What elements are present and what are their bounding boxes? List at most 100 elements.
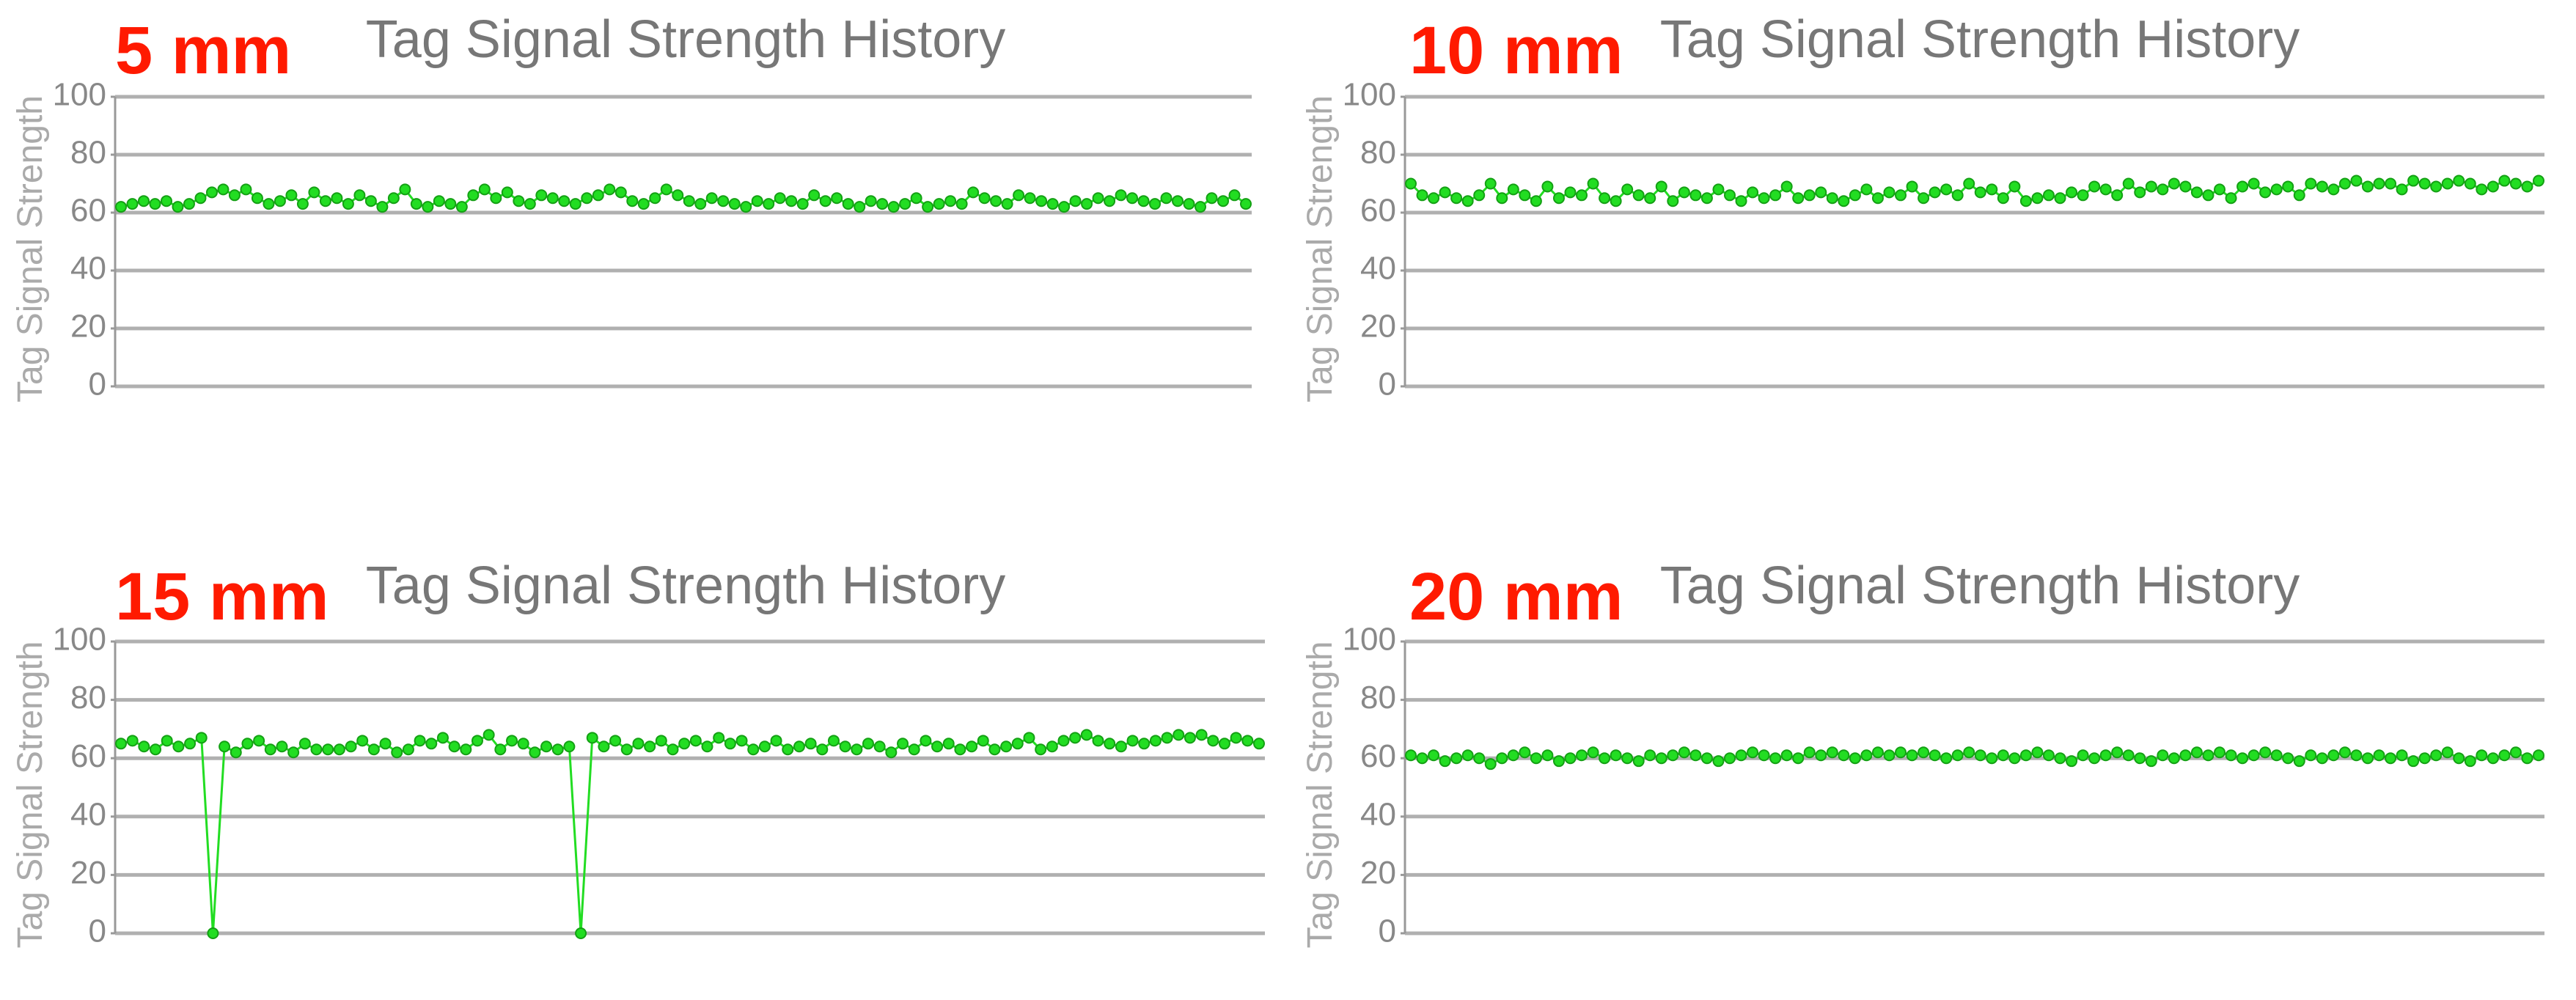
data-point	[2498, 749, 2511, 762]
data-point	[1587, 177, 1599, 190]
data-point	[287, 746, 300, 759]
data-point	[460, 743, 472, 756]
data-point	[2453, 752, 2465, 765]
data-point	[448, 740, 460, 753]
y-tick-label: 0	[89, 913, 106, 949]
data-point	[2008, 752, 2021, 765]
data-point	[2441, 746, 2454, 759]
data-point	[1183, 198, 1195, 210]
data-point	[747, 743, 760, 756]
data-point	[2066, 186, 2078, 199]
data-point	[1621, 183, 1634, 196]
data-point	[2088, 180, 2101, 193]
data-point	[172, 740, 185, 753]
data-point	[2270, 749, 2283, 762]
data-point	[899, 198, 911, 210]
data-point	[1080, 729, 1093, 741]
data-point	[609, 735, 622, 747]
data-point	[2293, 189, 2305, 202]
data-point	[535, 189, 548, 202]
data-point	[2464, 755, 2476, 768]
y-tick-label: 60	[70, 193, 106, 229]
data-point	[620, 743, 633, 756]
data-point	[264, 743, 276, 756]
data-point	[1780, 749, 1793, 762]
data-point	[1815, 749, 1827, 762]
data-point	[575, 927, 587, 939]
data-point	[436, 732, 449, 744]
data-point	[2099, 183, 2112, 196]
data-point	[1997, 192, 2009, 205]
data-point	[2407, 174, 2420, 187]
data-point	[1439, 186, 1451, 199]
data-point	[701, 740, 713, 753]
data-point	[649, 192, 661, 205]
data-point	[2122, 749, 2135, 762]
data-point	[2099, 749, 2112, 762]
y-tick-label: 80	[1360, 680, 1396, 716]
data-point	[230, 746, 242, 759]
data-point	[387, 192, 400, 205]
data-point	[1046, 740, 1058, 753]
data-point	[2157, 183, 2169, 196]
data-point	[1655, 752, 1667, 765]
data-point	[955, 198, 968, 210]
data-point	[1228, 189, 1241, 202]
data-point	[1780, 180, 1793, 193]
data-point	[1011, 738, 1024, 750]
data-point	[2008, 180, 2021, 193]
data-point	[2521, 752, 2533, 765]
data-point	[126, 735, 139, 747]
y-axis-label: Tag Signal Strength	[11, 641, 50, 949]
y-tick-label: 100	[1343, 622, 1396, 658]
y-tick-label: 40	[70, 796, 106, 832]
data-point	[455, 201, 468, 213]
series-line	[1409, 179, 2539, 203]
data-point	[910, 192, 922, 205]
data-point	[1461, 749, 1474, 762]
data-point	[1184, 732, 1196, 744]
data-point	[1849, 189, 1861, 202]
data-point	[988, 743, 1001, 756]
data-point	[713, 732, 725, 744]
data-point	[1484, 177, 1497, 190]
data-point	[2225, 749, 2237, 762]
data-point	[410, 198, 422, 210]
data-point	[1149, 198, 1162, 210]
data-point	[2111, 746, 2124, 759]
data-point	[819, 195, 832, 207]
data-point	[137, 195, 150, 207]
data-point	[1519, 746, 1531, 759]
data-point	[1173, 729, 1185, 741]
data-point	[2145, 755, 2157, 768]
y-tick-label: 0	[1379, 913, 1396, 949]
data-point	[1587, 746, 1599, 759]
data-point	[1815, 186, 1827, 199]
data-point	[1849, 752, 1861, 765]
data-point	[1803, 746, 1816, 759]
data-point	[402, 743, 414, 756]
data-point	[1241, 735, 1254, 747]
data-point	[2293, 755, 2305, 768]
data-point	[296, 198, 309, 210]
data-point	[2168, 752, 2180, 765]
data-point	[2259, 186, 2272, 199]
data-point	[839, 740, 851, 753]
data-point	[569, 198, 581, 210]
data-point	[922, 201, 934, 213]
data-point	[1507, 749, 1519, 762]
data-point	[2338, 177, 2351, 190]
data-point	[1883, 749, 1896, 762]
data-point	[2247, 749, 2260, 762]
data-point	[1712, 755, 1725, 768]
series-line	[1410, 751, 2539, 765]
data-point	[1069, 195, 1082, 207]
data-point	[1871, 192, 1884, 205]
data-point	[678, 738, 691, 750]
data-point	[1997, 749, 2009, 762]
data-point	[494, 743, 507, 756]
data-point	[920, 735, 932, 747]
data-point	[356, 735, 369, 747]
data-point	[1092, 735, 1104, 747]
